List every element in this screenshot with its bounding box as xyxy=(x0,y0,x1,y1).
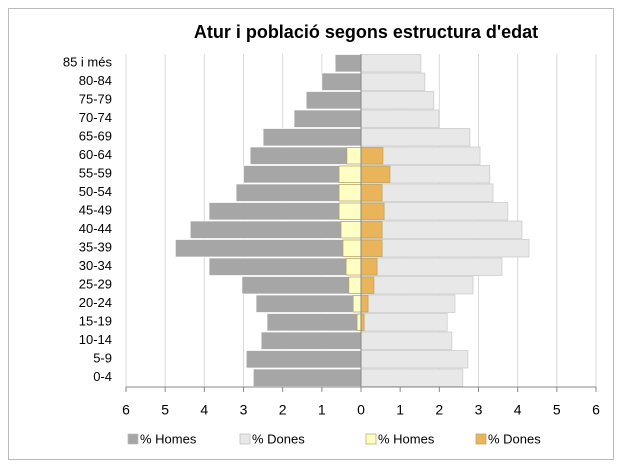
bar xyxy=(352,295,362,313)
bar xyxy=(208,257,362,276)
legend-swatch xyxy=(127,433,139,445)
bar xyxy=(334,54,362,73)
bar xyxy=(360,276,375,294)
y-tick-label: 85 i més xyxy=(63,55,113,70)
bar xyxy=(338,184,362,202)
x-tick-label: 4 xyxy=(514,402,522,418)
x-tick-label: 1 xyxy=(396,402,404,418)
y-tick-label: 45-49 xyxy=(79,203,112,218)
bar xyxy=(360,257,503,276)
bar xyxy=(360,350,469,369)
x-tick-label: 2 xyxy=(435,402,443,418)
legend-label: % Dones xyxy=(488,431,541,446)
x-tick-label: 5 xyxy=(161,402,169,418)
x-tick-label: 3 xyxy=(475,402,483,418)
bar xyxy=(342,239,362,257)
y-tick-label: 5-9 xyxy=(93,351,112,366)
bar xyxy=(360,147,384,165)
y-tick-label: 30-34 xyxy=(79,258,112,273)
bar xyxy=(360,294,456,313)
bar xyxy=(305,91,362,110)
bar xyxy=(340,221,362,239)
bar xyxy=(360,220,523,239)
bar xyxy=(360,54,422,73)
bar xyxy=(338,202,362,220)
legend-swatch xyxy=(365,433,377,445)
bar xyxy=(260,331,362,350)
bar xyxy=(175,239,362,258)
y-tick-label: 80-84 xyxy=(79,73,112,88)
bar xyxy=(360,331,453,350)
bar xyxy=(360,258,378,276)
y-tick-label: 20-24 xyxy=(79,295,112,310)
bar xyxy=(293,109,362,128)
y-tick-label: 55-59 xyxy=(79,166,112,181)
bar xyxy=(345,258,362,276)
y-tick-label: 70-74 xyxy=(79,110,112,125)
legend-swatch xyxy=(475,433,487,445)
bar xyxy=(356,313,362,331)
legend-label: % Homes xyxy=(140,431,197,446)
bar xyxy=(348,276,362,294)
x-tick-label: 3 xyxy=(240,402,248,418)
bar xyxy=(266,313,362,332)
bar xyxy=(360,239,383,257)
chart-title: Atur i població segons estructura d'edat xyxy=(194,22,538,42)
bar xyxy=(360,165,391,183)
legend-swatch xyxy=(239,433,251,445)
x-tick-label: 4 xyxy=(200,402,208,418)
bar xyxy=(360,239,530,258)
bar xyxy=(346,147,362,165)
bar xyxy=(241,276,362,295)
bar xyxy=(262,128,362,147)
bar xyxy=(360,128,471,147)
y-tick-label: 60-64 xyxy=(79,147,112,162)
bar xyxy=(360,313,448,332)
y-tick-label: 40-44 xyxy=(79,221,112,236)
y-tick-label: 35-39 xyxy=(79,240,112,255)
bar xyxy=(360,202,385,220)
y-tick-label: 0-4 xyxy=(93,369,112,384)
x-tick-label: 6 xyxy=(122,402,130,418)
bar xyxy=(245,350,362,369)
bar xyxy=(252,368,362,387)
bar xyxy=(189,220,362,239)
y-tick-label: 10-14 xyxy=(79,332,112,347)
legend-label: % Dones xyxy=(252,431,305,446)
bar xyxy=(360,295,369,313)
legend-label: % Homes xyxy=(378,431,435,446)
bar xyxy=(360,72,426,91)
bar xyxy=(360,184,383,202)
bar xyxy=(360,109,440,128)
x-tick-label: 5 xyxy=(553,402,561,418)
x-tick-label: 2 xyxy=(279,402,287,418)
bar xyxy=(360,276,474,295)
y-tick-label: 50-54 xyxy=(79,184,112,199)
bar xyxy=(208,202,362,221)
x-tick-label: 1 xyxy=(318,402,326,418)
bar xyxy=(255,294,362,313)
bar xyxy=(360,221,383,239)
bar xyxy=(360,91,435,110)
y-tick-label: 15-19 xyxy=(79,314,112,329)
bar xyxy=(360,368,464,387)
bar xyxy=(338,165,362,183)
y-tick-label: 75-79 xyxy=(79,92,112,107)
x-tick-label: 6 xyxy=(592,402,600,418)
x-tick-label: 0 xyxy=(357,402,365,418)
y-tick-label: 65-69 xyxy=(79,129,112,144)
bar xyxy=(321,72,362,91)
bar xyxy=(249,146,362,165)
y-tick-label: 25-29 xyxy=(79,277,112,292)
